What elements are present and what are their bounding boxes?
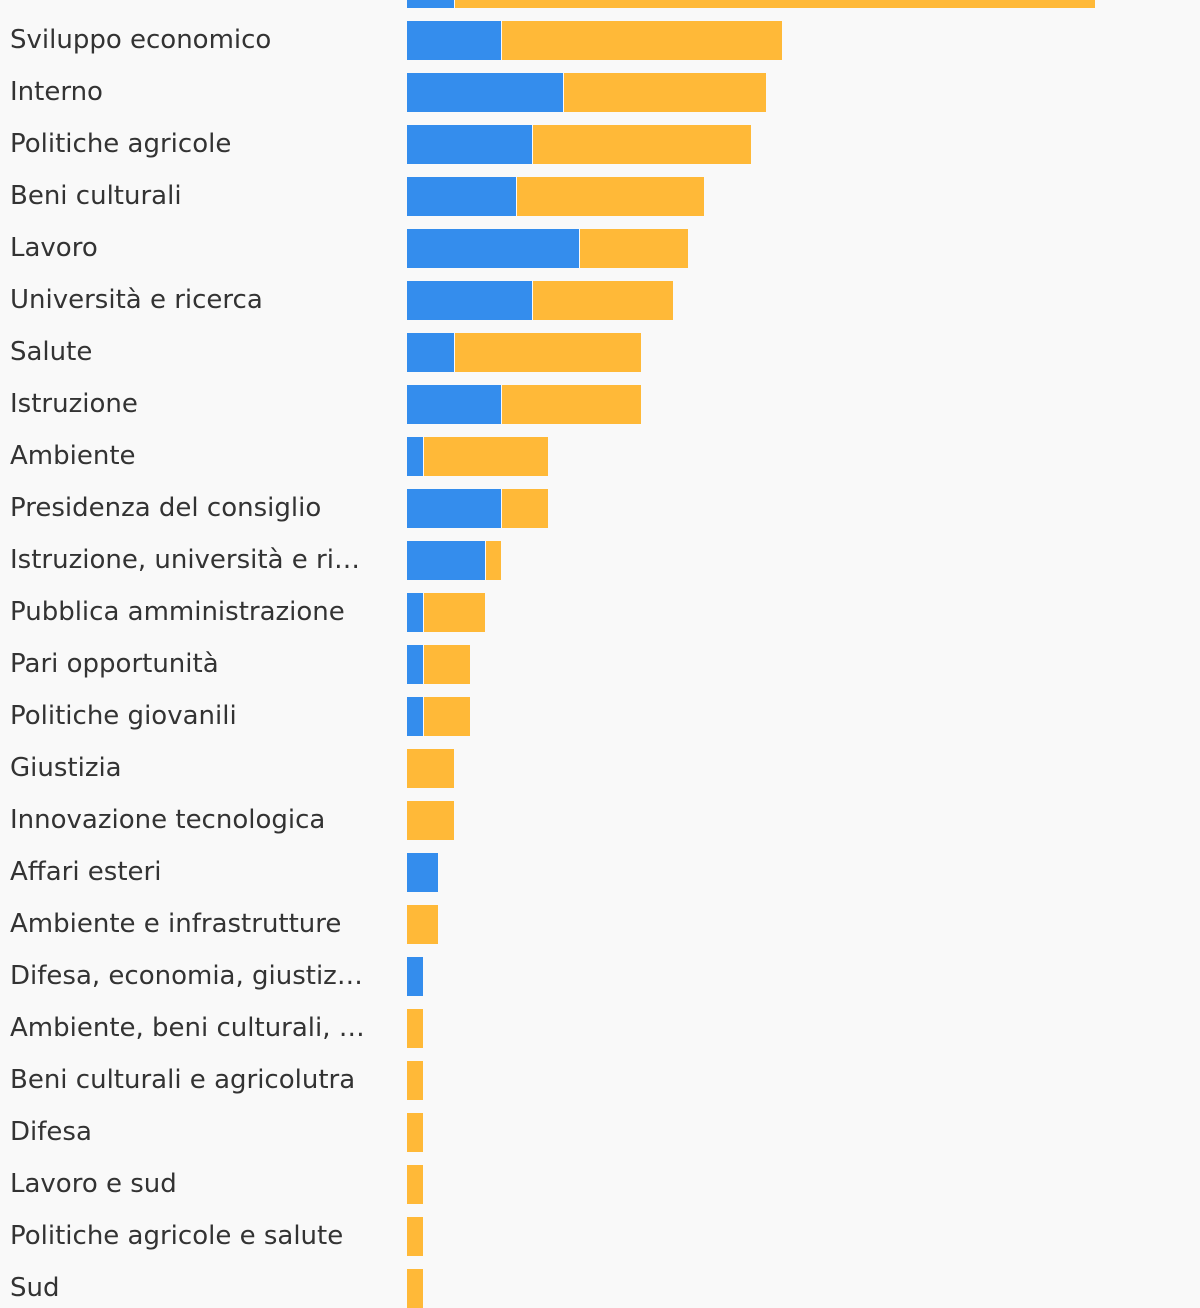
bar-row: Difesa, economia, giustiz… xyxy=(0,957,1200,996)
bar-segment-series-1 xyxy=(407,645,423,684)
category-label: Lavoro e sud xyxy=(10,1169,177,1199)
bar-row: Politiche giovanili xyxy=(0,697,1200,736)
bar-segment-series-1 xyxy=(407,593,423,632)
category-label: Università e ricerca xyxy=(10,285,263,315)
bar-row: Lavoro xyxy=(0,229,1200,268)
category-label: Interno xyxy=(10,77,103,107)
bar-segment-series-2 xyxy=(501,21,783,60)
bar-segment-series-2 xyxy=(454,333,642,372)
category-label: Presidenza del consiglio xyxy=(10,493,322,523)
bar-row: Beni culturali e agricolutra xyxy=(0,1061,1200,1100)
category-label: Ambiente, beni culturali, … xyxy=(10,1013,365,1043)
bar-segment-series-1 xyxy=(407,385,501,424)
bar-segment-series-2 xyxy=(407,1009,423,1048)
bar-row: Pari opportunità xyxy=(0,645,1200,684)
category-label: Affari esteri xyxy=(10,857,162,887)
category-label: Giustizia xyxy=(10,753,122,783)
bar-row: Salute xyxy=(0,333,1200,372)
bar-segment-series-1 xyxy=(407,697,423,736)
category-label: Innovazione tecnologica xyxy=(10,805,326,835)
bar-segment-series-2 xyxy=(407,1269,423,1308)
bar-segment-series-1 xyxy=(407,177,517,216)
bar-row: Affari esteri xyxy=(0,853,1200,892)
bar-segment-series-2 xyxy=(454,0,1095,8)
bar-segment-series-2 xyxy=(564,73,767,112)
bar-row: Ambiente xyxy=(0,437,1200,476)
bar-segment-series-2 xyxy=(579,229,689,268)
bar-row: Istruzione, università e ri… xyxy=(0,541,1200,580)
category-label: Istruzione, università e ri… xyxy=(10,545,360,575)
bar-row: Ambiente e infrastrutture xyxy=(0,905,1200,944)
category-label: Sud xyxy=(10,1273,60,1303)
category-label: Difesa xyxy=(10,1117,92,1147)
bar-row: Sviluppo economico xyxy=(0,21,1200,60)
bar-segment-series-2 xyxy=(407,801,454,840)
bar-segment-series-1 xyxy=(407,957,423,996)
category-label: Lavoro xyxy=(10,233,98,263)
category-label: Pari opportunità xyxy=(10,649,219,679)
bar-segment-series-2 xyxy=(501,489,548,528)
category-label: Beni culturali e agricolutra xyxy=(10,1065,356,1095)
category-label: Pubblica amministrazione xyxy=(10,597,345,627)
category-label: Difesa, economia, giustiz… xyxy=(10,961,363,991)
bar-segment-series-2 xyxy=(423,593,486,632)
bar-segment-series-2 xyxy=(407,1113,423,1152)
bar-segment-series-2 xyxy=(407,1061,423,1100)
category-label: Politiche giovanili xyxy=(10,701,237,731)
bar-row: Giustizia xyxy=(0,749,1200,788)
bar-row: Innovazione tecnologica xyxy=(0,801,1200,840)
bar-segment-series-1 xyxy=(407,0,454,8)
bar-segment-series-2 xyxy=(533,125,751,164)
bar-segment-series-1 xyxy=(407,73,564,112)
bar-segment-series-1 xyxy=(407,437,423,476)
bar-row: Università e ricerca xyxy=(0,281,1200,320)
category-label: Politiche agricole e salute xyxy=(10,1221,344,1251)
bar-segment-series-2 xyxy=(533,281,673,320)
bar-segment-series-2 xyxy=(407,1165,423,1204)
bar-segment-series-2 xyxy=(486,541,501,580)
category-label: Sviluppo economico xyxy=(10,25,272,55)
category-label: Salute xyxy=(10,337,93,367)
bar-segment-series-2 xyxy=(423,437,548,476)
bar-row: Sud xyxy=(0,1269,1200,1308)
bar-segment-series-2 xyxy=(501,385,642,424)
bar-row: Pubblica amministrazione xyxy=(0,593,1200,632)
category-label: Ambiente e infrastrutture xyxy=(10,909,342,939)
bar-segment-series-2 xyxy=(407,905,439,944)
bar-segment-series-1 xyxy=(407,489,501,528)
bar-row: Politiche agricole xyxy=(0,125,1200,164)
category-label: Politiche agricole xyxy=(10,129,232,159)
bar-segment-series-2 xyxy=(407,749,454,788)
bar-row: Ambiente, beni culturali, … xyxy=(0,1009,1200,1048)
bar-segment-series-1 xyxy=(407,281,533,320)
bar-segment-series-2 xyxy=(407,1217,423,1256)
bar-row: Lavoro e sud xyxy=(0,1165,1200,1204)
bar-segment-series-1 xyxy=(407,229,579,268)
bar-row: Politiche agricole e salute xyxy=(0,1217,1200,1256)
bar-segment-series-1 xyxy=(407,125,533,164)
bar-segment-series-2 xyxy=(517,177,704,216)
bar-segment-series-1 xyxy=(407,333,454,372)
bar-row: Presidenza del consiglio xyxy=(0,489,1200,528)
bar-row: Interno xyxy=(0,73,1200,112)
bar-segment-series-1 xyxy=(407,21,501,60)
bar-row xyxy=(0,0,1200,8)
bar-segment-series-2 xyxy=(423,645,470,684)
bar-segment-series-1 xyxy=(407,541,486,580)
bar-row: Beni culturali xyxy=(0,177,1200,216)
bar-segment-series-1 xyxy=(407,853,439,892)
bar-row: Difesa xyxy=(0,1113,1200,1152)
category-label: Beni culturali xyxy=(10,181,182,211)
bar-row: Istruzione xyxy=(0,385,1200,424)
category-label: Ambiente xyxy=(10,441,136,471)
bar-segment-series-2 xyxy=(423,697,470,736)
category-label: Istruzione xyxy=(10,389,138,419)
